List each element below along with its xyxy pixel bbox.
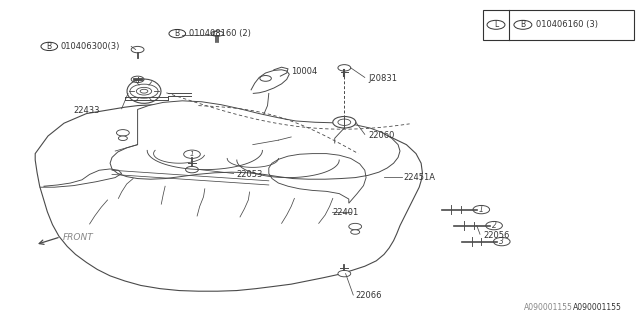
- Text: B: B: [47, 42, 52, 51]
- Text: 1: 1: [189, 151, 195, 157]
- Text: 010406300(3): 010406300(3): [61, 42, 120, 51]
- Circle shape: [351, 230, 360, 234]
- Text: 22056: 22056: [483, 231, 509, 240]
- Circle shape: [184, 150, 200, 158]
- Text: FRONT: FRONT: [63, 233, 93, 242]
- Text: A090001155: A090001155: [524, 303, 573, 312]
- Text: 010406160 (3): 010406160 (3): [536, 20, 598, 29]
- Text: 2: 2: [492, 221, 497, 230]
- Polygon shape: [110, 101, 400, 179]
- Circle shape: [118, 136, 127, 140]
- Circle shape: [349, 223, 362, 230]
- Circle shape: [338, 65, 351, 71]
- Text: 1: 1: [479, 205, 484, 214]
- Circle shape: [493, 237, 510, 246]
- Text: 10004: 10004: [291, 68, 317, 76]
- Circle shape: [211, 31, 221, 36]
- Polygon shape: [127, 79, 161, 103]
- Text: L: L: [494, 20, 498, 29]
- Text: J20831: J20831: [368, 74, 397, 83]
- Circle shape: [213, 31, 223, 36]
- Circle shape: [333, 116, 356, 128]
- Circle shape: [338, 270, 351, 277]
- Text: 22433: 22433: [74, 106, 100, 115]
- Circle shape: [473, 205, 490, 214]
- Text: B: B: [175, 29, 180, 38]
- Text: 22060: 22060: [368, 132, 394, 140]
- Text: B: B: [520, 20, 525, 29]
- Text: 3: 3: [499, 237, 504, 246]
- Text: 010408160 (2): 010408160 (2): [189, 29, 251, 38]
- Circle shape: [486, 221, 502, 230]
- Circle shape: [116, 130, 129, 136]
- Polygon shape: [35, 105, 422, 291]
- Bar: [483, 10, 634, 40]
- Text: 22401: 22401: [333, 208, 359, 217]
- Text: 22451A: 22451A: [403, 173, 435, 182]
- Text: A090001155: A090001155: [573, 303, 621, 312]
- Circle shape: [131, 46, 144, 53]
- Circle shape: [186, 166, 198, 173]
- Text: 22053: 22053: [237, 170, 263, 179]
- Text: 22066: 22066: [355, 292, 381, 300]
